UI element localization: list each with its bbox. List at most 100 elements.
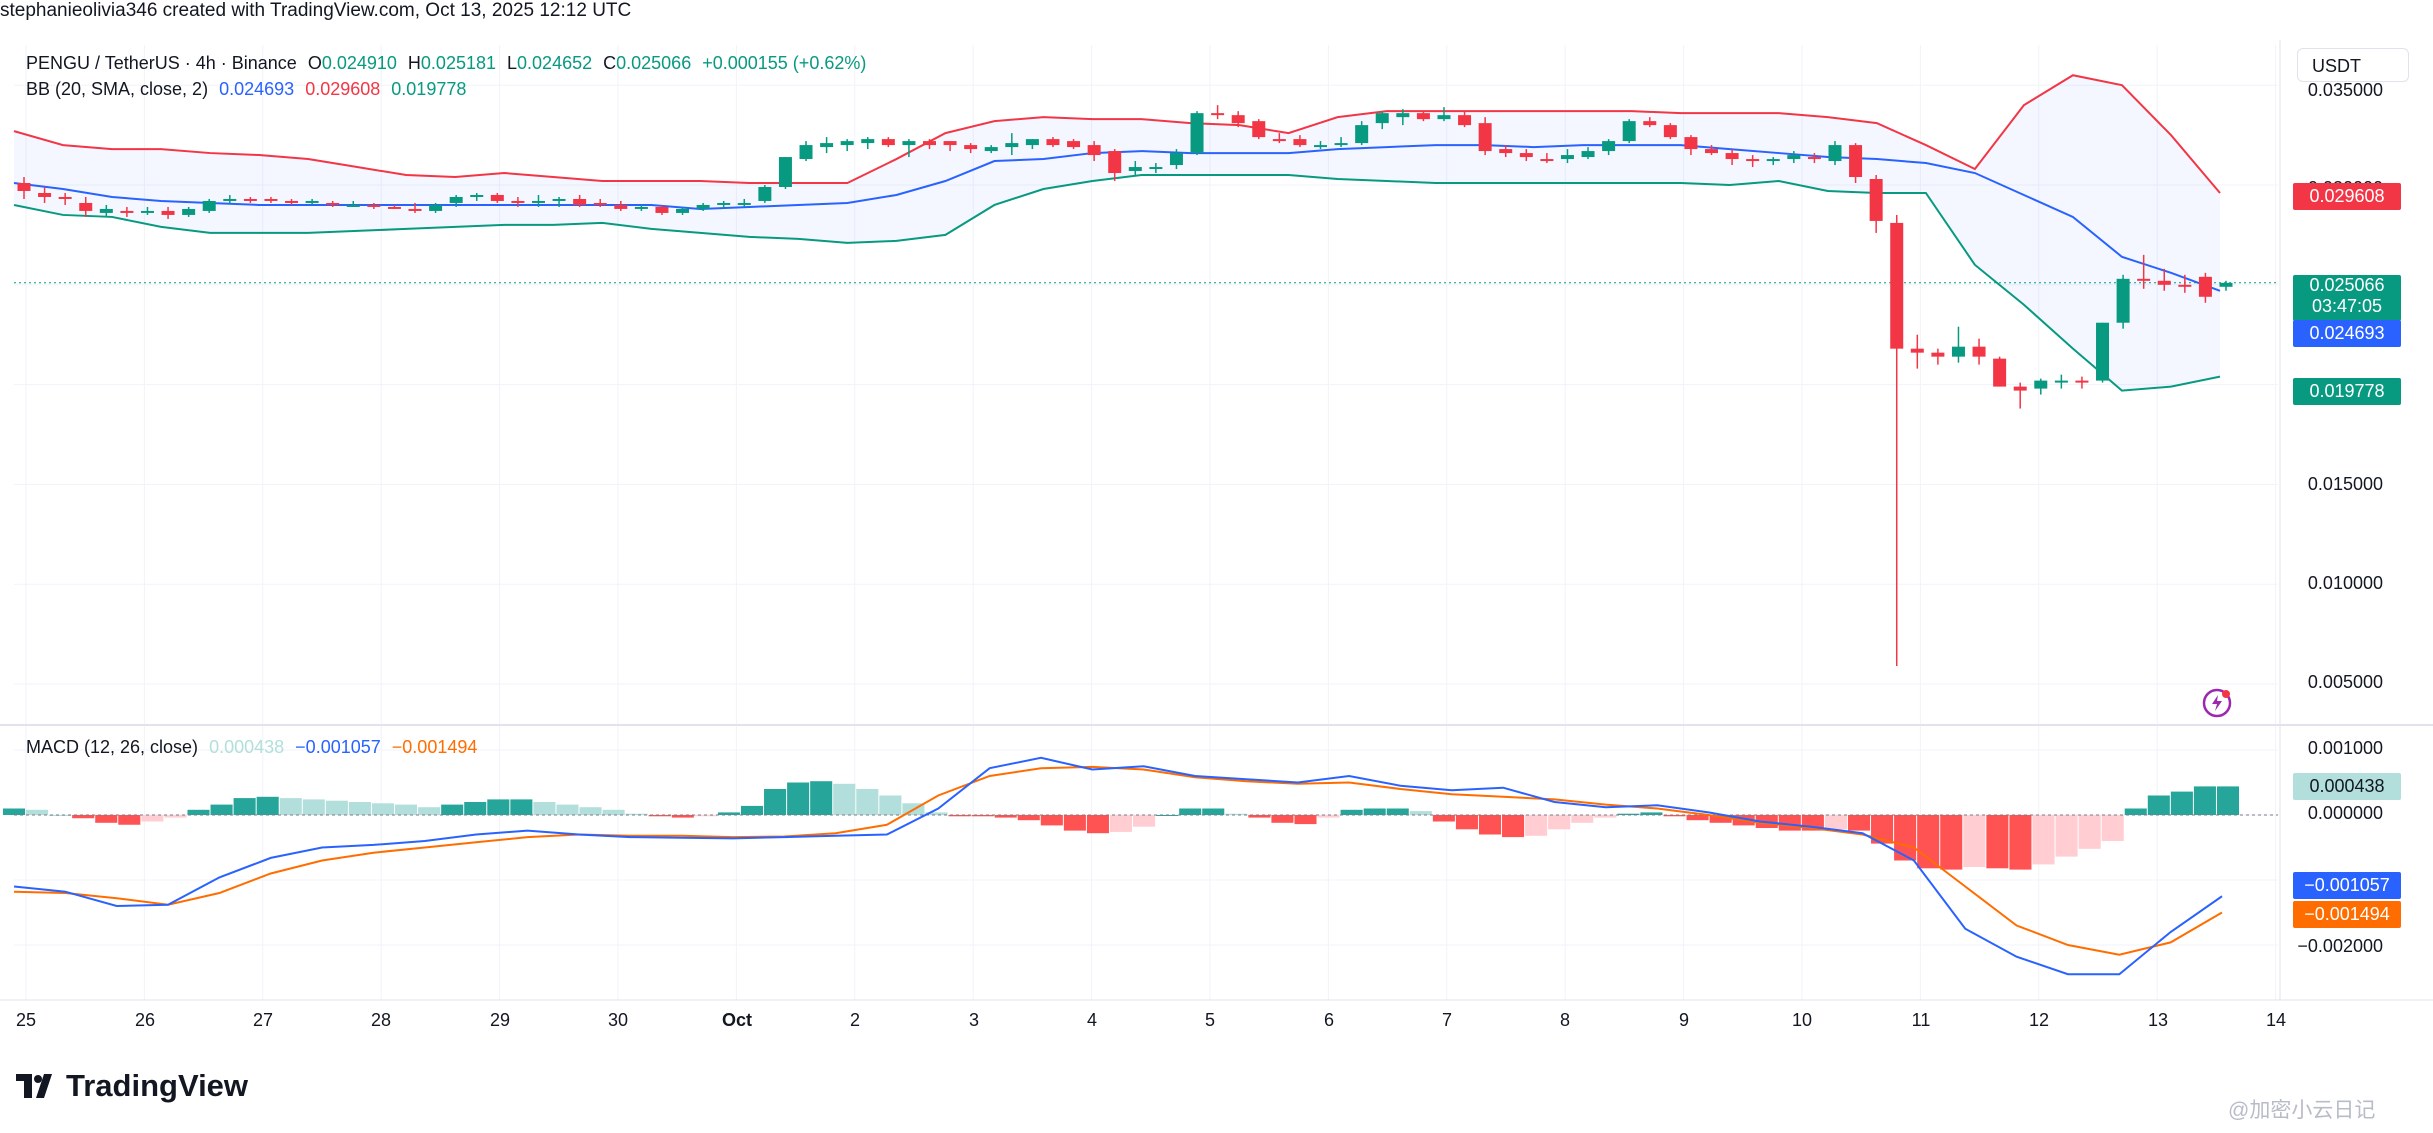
candle-body	[1169, 153, 1183, 166]
macd-histogram-bar	[1824, 815, 1847, 830]
macd-histogram-bar	[2216, 786, 2240, 815]
candle-body	[1910, 348, 1924, 353]
candle-body	[902, 141, 916, 146]
macd-histogram-bar	[1271, 815, 1294, 823]
watermark-text: @加密小云日记	[2228, 1099, 2376, 1122]
macd-histogram-bar	[1917, 815, 1940, 869]
x-axis-label: 7	[1441, 1010, 1453, 1030]
candle-body	[1993, 358, 2007, 387]
macd-histogram-bar	[1940, 815, 1963, 870]
macd-histogram-bar	[1525, 815, 1548, 836]
candle-body	[17, 183, 31, 191]
candle-body	[1807, 157, 1821, 160]
candle-body	[1766, 159, 1780, 162]
macd-histogram-bar	[1548, 815, 1571, 830]
candle-body	[820, 143, 834, 148]
macd-line	[13, 756, 2223, 976]
candle-body	[161, 210, 175, 215]
bb-upper-value: 0.029608	[305, 79, 381, 99]
macd-histogram-bar	[948, 815, 971, 817]
candle-body	[1293, 139, 1307, 146]
candle-body	[1025, 139, 1039, 146]
candle-body	[717, 202, 731, 205]
macd-histogram-bar	[579, 807, 602, 815]
candle-body	[1890, 222, 1904, 349]
symbol-name: PENGU / TetherUS · 4h · Binance	[26, 53, 297, 73]
macd-histogram-bar	[1179, 808, 1202, 815]
flash-icon[interactable]	[2202, 688, 2232, 718]
macd-legend[interactable]: MACD (12, 26, close) 0.000438 −0.001057 …	[26, 737, 483, 758]
candle-body	[2137, 278, 2151, 281]
x-axis-label: 12	[2028, 1010, 2050, 1030]
candle-body	[470, 194, 484, 197]
price-axis-label: 0.005000	[2307, 672, 2383, 692]
x-axis-label: 9	[1678, 1010, 1690, 1030]
macd-histogram-bar	[1017, 815, 1040, 821]
candle-body	[305, 200, 319, 203]
candle-body	[429, 204, 443, 211]
macd-signal-value: −0.001494	[391, 737, 478, 757]
x-axis-label: 3	[968, 1010, 980, 1030]
macd-histogram-bar	[1871, 815, 1894, 844]
macd-histogram-bar	[2170, 791, 2193, 815]
candle-body	[1519, 153, 1533, 158]
candle-body	[1334, 143, 1348, 146]
macd-histogram-bar	[348, 802, 371, 815]
macd-histogram-bar	[2055, 815, 2078, 857]
tradingview-logo[interactable]: TradingView	[16, 1068, 248, 1104]
candle-body	[676, 208, 690, 213]
candle-body	[1458, 115, 1472, 126]
candle-body	[922, 141, 936, 146]
macd-histogram-bar	[1594, 815, 1617, 818]
candle-body	[1252, 121, 1266, 138]
x-axis-label: 6	[1323, 1010, 1335, 1030]
macd-histogram-bar	[1248, 815, 1271, 818]
macd-axis-label: 0.001000	[2307, 738, 2383, 758]
macd-histogram-bar	[671, 815, 694, 818]
macd-histogram-bar	[1063, 815, 1086, 831]
macd-histogram-bar	[1317, 815, 1340, 818]
currency-button[interactable]: USDT	[2297, 48, 2409, 82]
candle-body	[1087, 145, 1101, 156]
candle-body	[1828, 145, 1842, 162]
macd-histogram-bar	[1432, 815, 1455, 822]
macd-signal-tag: −0.001494	[2293, 901, 2401, 928]
candle-body	[1190, 113, 1204, 154]
x-axis-label: 25	[15, 1010, 37, 1030]
candle-body	[140, 210, 154, 213]
candle-body	[1560, 155, 1574, 160]
candle-body	[1355, 125, 1369, 144]
macd-histogram-bar	[302, 799, 325, 815]
bb-legend[interactable]: BB (20, SMA, close, 2) 0.024693 0.029608…	[26, 79, 472, 100]
macd-histogram-bar	[26, 809, 49, 815]
x-axis-label: 4	[1086, 1010, 1098, 1030]
macd-histogram-bar	[1478, 815, 1502, 835]
candle-body	[99, 208, 113, 213]
close-label: C	[603, 53, 617, 73]
candle-body	[964, 145, 978, 150]
low-value: 0.024652	[517, 53, 593, 73]
candle-body	[984, 147, 998, 152]
candle-body	[1046, 139, 1060, 146]
candle-body	[58, 196, 72, 199]
candle-body	[2219, 282, 2233, 287]
candle-body	[1931, 352, 1945, 357]
macd-histogram-bar	[418, 807, 441, 815]
candle-body	[552, 198, 566, 201]
bb-upper-tag: 0.029608	[2293, 183, 2401, 210]
candle-body	[223, 198, 237, 201]
candle-body	[943, 141, 957, 146]
macd-histogram-bar	[556, 804, 579, 815]
candle-body	[79, 202, 93, 211]
tradingview-logo-text: TradingView	[66, 1068, 249, 1103]
macd-histogram-bar	[533, 802, 556, 815]
macd-histogram-bar	[371, 803, 395, 815]
candle-body	[182, 208, 196, 215]
candle-body	[1108, 151, 1122, 174]
macd-histogram-bar	[1986, 815, 2009, 869]
candle-body	[1951, 346, 1965, 357]
candle-body	[1643, 121, 1657, 126]
symbol-legend[interactable]: PENGU / TetherUS · 4h · Binance O0.02491…	[26, 53, 872, 74]
candle-body	[1869, 179, 1883, 221]
